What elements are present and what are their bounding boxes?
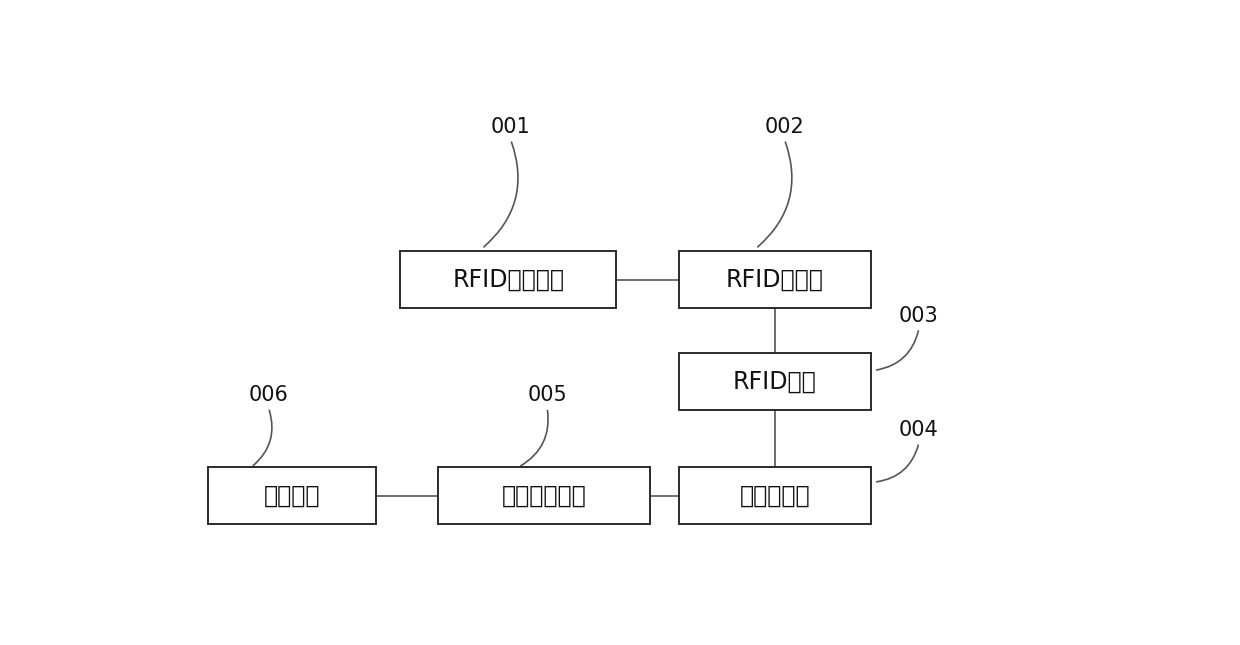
Text: RFID读写器: RFID读写器	[725, 268, 823, 292]
FancyArrowPatch shape	[253, 410, 272, 466]
Text: 005: 005	[527, 385, 567, 405]
FancyArrowPatch shape	[521, 410, 548, 466]
Text: 002: 002	[765, 117, 805, 137]
FancyArrowPatch shape	[877, 445, 919, 482]
FancyArrowPatch shape	[758, 142, 792, 247]
Text: 001: 001	[491, 117, 531, 137]
Bar	[678, 467, 870, 524]
Text: 中央控制器: 中央控制器	[739, 484, 810, 508]
Text: 006: 006	[248, 385, 289, 405]
Text: 身份验证模块: 身份验证模块	[502, 484, 587, 508]
Bar	[208, 467, 376, 524]
FancyArrowPatch shape	[877, 331, 919, 370]
Bar	[678, 353, 870, 410]
Text: RFID天线: RFID天线	[733, 370, 817, 393]
Text: 003: 003	[899, 306, 939, 326]
Text: RFID电子标签: RFID电子标签	[453, 268, 564, 292]
FancyArrowPatch shape	[484, 142, 518, 247]
Text: 自助模块: 自助模块	[264, 484, 320, 508]
Bar	[439, 467, 650, 524]
Bar	[678, 251, 870, 308]
Bar	[401, 251, 616, 308]
Text: 004: 004	[899, 420, 939, 440]
